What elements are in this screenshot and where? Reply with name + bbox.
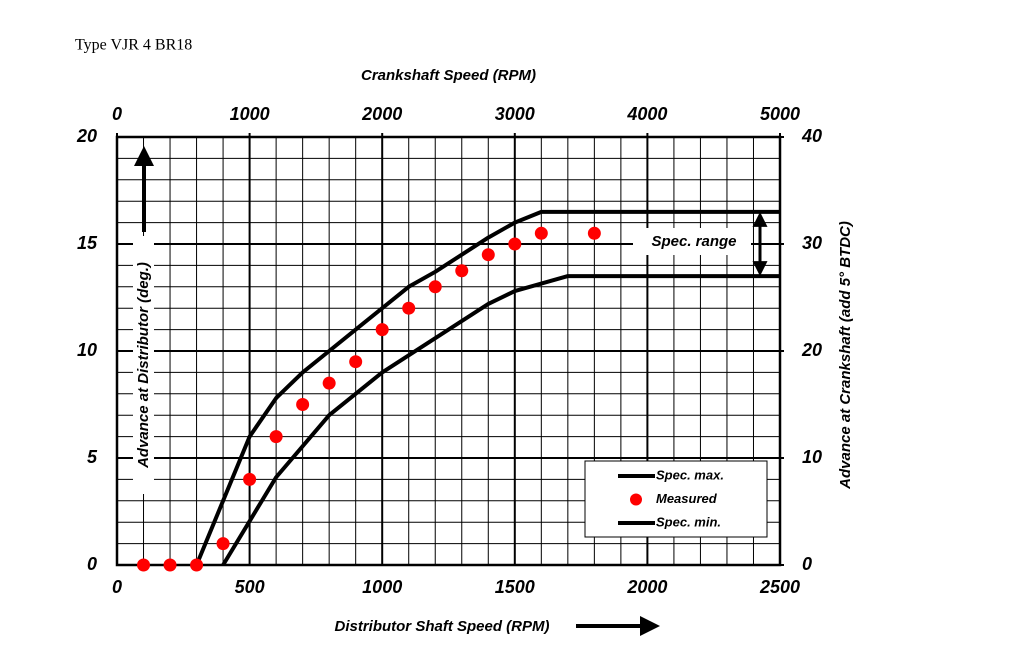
y-tick-label: 5: [87, 447, 98, 467]
data-point: [375, 323, 389, 337]
data-point: [137, 558, 151, 572]
chart-title: Type VJR 4 BR18: [75, 37, 192, 54]
series-line: [194, 209, 780, 566]
annotation: Spec. range: [651, 233, 736, 250]
x2-tick-label: 1000: [230, 104, 270, 124]
data-point: [349, 355, 363, 369]
x-tick-label: 2000: [626, 577, 667, 597]
data-point: [163, 558, 177, 572]
data-point: [402, 301, 416, 315]
x2-axis-label: Crankshaft Speed (RPM): [361, 67, 536, 84]
x-tick-label: 0: [112, 577, 122, 597]
data-point: [216, 537, 230, 551]
data-point: [481, 248, 495, 262]
legend-label: Spec. min.: [656, 514, 721, 529]
data-point: [269, 430, 283, 444]
data-point: [296, 398, 310, 411]
y2-tick-label: 0: [802, 554, 812, 574]
y2-tick-label: 10: [802, 447, 822, 467]
legend-label: Measured: [656, 491, 718, 506]
legend-label: Spec. max.: [656, 467, 724, 482]
x2-tick-label: 0: [112, 104, 122, 124]
x-tick-label: 1000: [362, 577, 402, 597]
legend-box: [584, 460, 768, 538]
x-tick-label: 500: [235, 577, 265, 597]
y2-tick-label: 20: [801, 340, 822, 360]
x-tick-label: 2500: [759, 577, 800, 597]
label-background: [133, 236, 154, 494]
plot-border: [115, 135, 782, 567]
x-axis-label: Distributor Shaft Speed (RPM): [334, 618, 549, 635]
annotation-background: [633, 228, 751, 255]
x2-tick-label: 2000: [361, 104, 402, 124]
x2-tick-label: 5000: [760, 104, 800, 124]
y-tick-label: 0: [87, 554, 97, 574]
data-point: [243, 472, 257, 486]
data-point: [508, 237, 522, 251]
data-point: [190, 558, 204, 572]
data-point: [455, 264, 469, 278]
data-point: [587, 226, 601, 240]
data-point: [322, 376, 336, 390]
y-tick-label: 20: [76, 126, 97, 146]
y2-tick-label: 30: [802, 233, 822, 253]
y2-tick-label: 40: [801, 126, 822, 146]
y2-axis-label: Advance at Crankshaft (add 5° BTDC): [837, 221, 854, 490]
data-point: [428, 280, 442, 294]
y-axis-label: Advance at Distributor (deg.): [135, 262, 152, 469]
legend-swatch: [630, 493, 642, 506]
series-line: [221, 274, 780, 567]
y-tick-label: 10: [77, 340, 97, 360]
x2-tick-label: 3000: [495, 104, 535, 124]
y-tick-label: 15: [77, 233, 98, 253]
x2-tick-label: 4000: [626, 104, 667, 124]
x-tick-label: 1500: [495, 577, 535, 597]
data-point: [534, 226, 548, 240]
